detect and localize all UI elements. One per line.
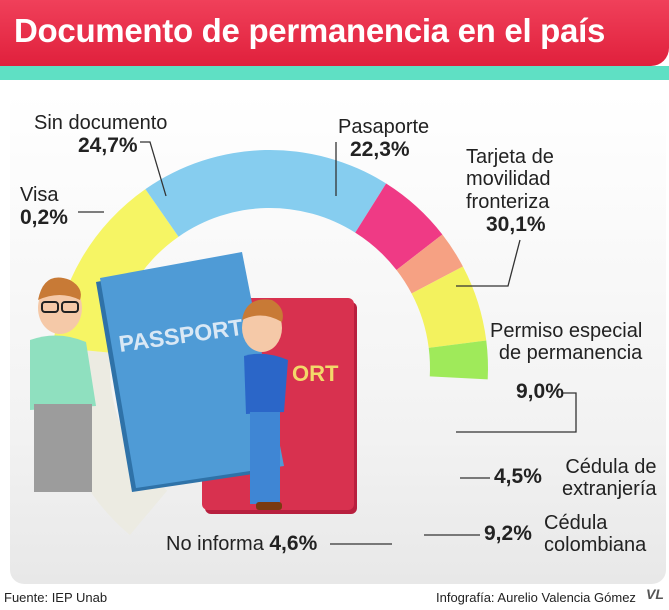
label-tarjeta-line1: Tarjeta de	[466, 146, 554, 168]
label-ced-col: Cédula colombiana	[544, 512, 646, 557]
label-ced-col-line1: Cédula	[544, 512, 608, 534]
slice-c-dula-de-extranjer-a	[396, 234, 463, 294]
label-ced-ext-line2: extranjería	[562, 478, 657, 501]
title-banner	[0, 0, 669, 66]
leader-tarjeta	[456, 239, 521, 287]
leader-permiso	[456, 392, 577, 433]
passport-back-text: ORT	[292, 361, 339, 386]
label-ced-col-value-box: 9,2%	[484, 522, 532, 546]
man-in-blue-illustration	[242, 299, 288, 510]
slice-c-dula-colombiana	[411, 266, 487, 348]
label-no-informa-name: No informa	[166, 533, 264, 555]
label-no-informa-value: 4,6%	[269, 532, 318, 555]
man-with-glasses-illustration	[30, 277, 96, 492]
label-permiso-line2: de permanencia	[498, 342, 643, 365]
label-tarjeta-line3: fronteriza	[466, 190, 550, 213]
label-sin-documento-name: Sin documento	[34, 112, 168, 134]
label-visa: Visa 0,2%	[20, 184, 68, 230]
page-title: Documento de permanencia en el país	[14, 12, 606, 49]
label-ced-col-line2: colombiana	[544, 534, 647, 557]
label-permiso-value-box: 9,0%	[516, 380, 564, 404]
label-tarjeta-line2: movilidad	[466, 168, 551, 191]
label-visa-name: Visa	[20, 184, 59, 206]
footer-credit: Infografía: Aurelio Valencia Gómez	[436, 590, 636, 605]
slice-tarjeta-de-movilidad-fronteriza	[145, 150, 387, 237]
leader-lines	[78, 141, 577, 545]
label-ced-col-value: 9,2%	[484, 522, 532, 545]
leader-sin-documento	[140, 141, 167, 197]
slice-visa	[128, 489, 168, 535]
label-permiso: Permiso especial de permanencia	[490, 320, 642, 365]
label-ced-ext-value: 4,5%	[494, 465, 542, 488]
publisher-logo: VL	[646, 586, 664, 602]
slice-pasaporte	[52, 189, 179, 353]
footer-source: Fuente: IEP Unab	[4, 590, 108, 605]
label-pasaporte: Pasaporte 22,3%	[338, 116, 429, 162]
label-no-informa: No informa 4,6%	[166, 532, 317, 556]
label-sin-documento: Sin documento 24,7%	[34, 112, 167, 158]
label-pasaporte-value: 22,3%	[350, 138, 410, 162]
label-permiso-value: 9,0%	[516, 380, 564, 403]
slice-no-informa	[428, 340, 488, 380]
label-permiso-line1: Permiso especial	[490, 320, 643, 342]
label-visa-value: 0,2%	[20, 206, 68, 230]
label-pasaporte-name: Pasaporte	[338, 116, 430, 138]
label-sin-documento-value: 24,7%	[78, 134, 138, 158]
slice-permiso-especial-de-permanencia	[355, 183, 443, 271]
label-tarjeta-value: 30,1%	[486, 213, 546, 237]
blue-passport-illustration: PASSPORT	[96, 252, 284, 492]
title-accent-strip	[0, 66, 669, 80]
label-ced-ext-value-box: 4,5%	[494, 465, 542, 489]
label-tarjeta: Tarjeta de movilidad fronteriza 30,1%	[466, 146, 554, 237]
label-ced-ext: Cédula de extranjería	[562, 456, 657, 501]
label-ced-ext-line1: Cédula de	[565, 456, 657, 478]
